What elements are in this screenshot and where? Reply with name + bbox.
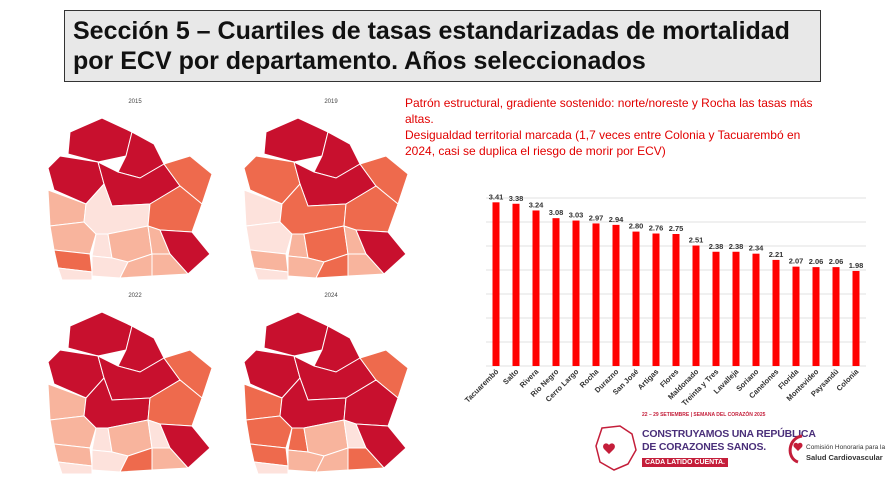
data-label: 2.06 bbox=[809, 257, 824, 266]
bar-lavalleja bbox=[732, 251, 740, 366]
data-label: 3.24 bbox=[529, 200, 544, 209]
note-inequality: Desigualdad territorial marcada (1,7 vec… bbox=[405, 128, 801, 158]
data-label: 2.21 bbox=[769, 250, 784, 259]
category-label: Artigas bbox=[636, 367, 661, 392]
maps-panel: 2015 2019 2022 2024 bbox=[40, 96, 430, 481]
uruguay-map bbox=[47, 311, 213, 475]
department-maldonado bbox=[151, 447, 190, 471]
data-label: 2.51 bbox=[689, 236, 704, 245]
uruguay-map bbox=[243, 311, 409, 475]
department-colonia bbox=[253, 461, 289, 475]
bar-san-josé bbox=[632, 231, 640, 366]
note-structural: Patrón estructural, gradiente sostenido:… bbox=[405, 96, 813, 126]
data-label: 3.03 bbox=[569, 211, 584, 220]
bar-montevideo bbox=[812, 267, 820, 366]
department-maldonado bbox=[347, 253, 386, 277]
data-label: 2.97 bbox=[589, 213, 604, 222]
data-label: 2.06 bbox=[829, 257, 844, 266]
department-artigas bbox=[67, 311, 133, 357]
department-rocha bbox=[159, 229, 211, 275]
department-rocha bbox=[355, 423, 407, 469]
bar-canelones bbox=[772, 259, 780, 366]
department-maldonado bbox=[151, 253, 190, 277]
department-artigas bbox=[263, 311, 329, 357]
category-label: Tacuarembó bbox=[463, 367, 501, 405]
uruguay-map bbox=[47, 117, 213, 281]
map-year-label: 2022 bbox=[128, 293, 142, 299]
department-cerrolargo bbox=[163, 349, 213, 399]
bar-flores bbox=[672, 234, 680, 366]
campaign-line2: DE CORAZONES SANOS. bbox=[642, 441, 766, 453]
map-2015: 2015 bbox=[40, 96, 230, 284]
campaign-logo bbox=[595, 425, 637, 471]
bar-chart: 3.41Tacuarembó3.38Salto3.24Rivera3.08Río… bbox=[463, 192, 866, 408]
org-name-line1: Comisión Honoraria para la bbox=[806, 444, 886, 451]
notes: Patrón estructural, gradiente sostenido:… bbox=[405, 95, 825, 159]
title-box: Sección 5 – Cuartiles de tasas estandari… bbox=[64, 10, 821, 82]
department-rionegro bbox=[49, 221, 97, 255]
department-rocha bbox=[159, 423, 211, 469]
bar-paysandú bbox=[832, 267, 840, 366]
map-2022: 2022 bbox=[40, 290, 230, 478]
map-year-label: 2019 bbox=[324, 99, 338, 105]
campaign-line3: CADA LATIDO CUENTA. bbox=[642, 458, 728, 467]
department-rionegro bbox=[49, 415, 97, 449]
bar-florida bbox=[792, 266, 800, 366]
data-label: 2.38 bbox=[729, 242, 744, 251]
bar-artigas bbox=[652, 233, 660, 366]
department-colonia bbox=[253, 267, 289, 281]
bar-durazno bbox=[612, 224, 620, 366]
department-artigas bbox=[67, 117, 133, 163]
data-label: 2.34 bbox=[749, 244, 764, 253]
bar-rivera bbox=[532, 210, 540, 366]
bar-cerro-largo bbox=[572, 220, 580, 366]
map-year-label: 2024 bbox=[324, 293, 338, 299]
department-cerrolargo bbox=[359, 349, 409, 399]
data-label: 1.98 bbox=[849, 261, 864, 270]
data-label: 2.38 bbox=[709, 242, 724, 251]
data-label: 2.75 bbox=[669, 224, 684, 233]
map-year-label: 2015 bbox=[128, 99, 142, 105]
department-maldonado bbox=[347, 447, 386, 471]
bar-treinta-y-tres bbox=[712, 251, 720, 366]
map-2019: 2019 bbox=[236, 96, 426, 284]
department-artigas bbox=[263, 117, 329, 163]
department-cerrolargo bbox=[163, 155, 213, 205]
department-rocha bbox=[355, 229, 407, 275]
page-title: Sección 5 – Cuartiles de tasas estandari… bbox=[73, 17, 790, 75]
bar-maldonado bbox=[692, 245, 700, 366]
org-name-line2: Salud Cardiovascular bbox=[806, 453, 883, 462]
bar-rocha bbox=[592, 223, 600, 366]
uruguay-map bbox=[243, 117, 409, 281]
data-label: 3.08 bbox=[549, 208, 564, 217]
data-label: 3.38 bbox=[509, 194, 524, 203]
data-label: 2.94 bbox=[609, 215, 624, 224]
bar-tacuarembó bbox=[492, 202, 500, 366]
bar-soriano bbox=[752, 253, 760, 366]
data-label: 3.41 bbox=[489, 192, 504, 201]
department-cerrolargo bbox=[359, 155, 409, 205]
bar-colonia bbox=[852, 270, 860, 366]
data-label: 2.80 bbox=[629, 222, 644, 231]
category-label: Colonia bbox=[835, 366, 861, 392]
campaign-line1: CONSTRUYAMOS UNA REPÚBLICA bbox=[642, 428, 816, 440]
department-rionegro bbox=[245, 415, 293, 449]
campaign-tag: 22 – 29 SETIEMBRE | SEMANA DEL CORAZÓN 2… bbox=[642, 412, 766, 418]
bar-salto bbox=[512, 203, 520, 366]
map-2024: 2024 bbox=[236, 290, 426, 478]
department-colonia bbox=[57, 267, 93, 281]
heart-logo-icon bbox=[788, 434, 803, 464]
bar-río-negro bbox=[552, 218, 560, 366]
data-label: 2.76 bbox=[649, 224, 664, 233]
department-rionegro bbox=[245, 221, 293, 255]
department-colonia bbox=[57, 461, 93, 475]
data-label: 2.07 bbox=[789, 257, 804, 266]
